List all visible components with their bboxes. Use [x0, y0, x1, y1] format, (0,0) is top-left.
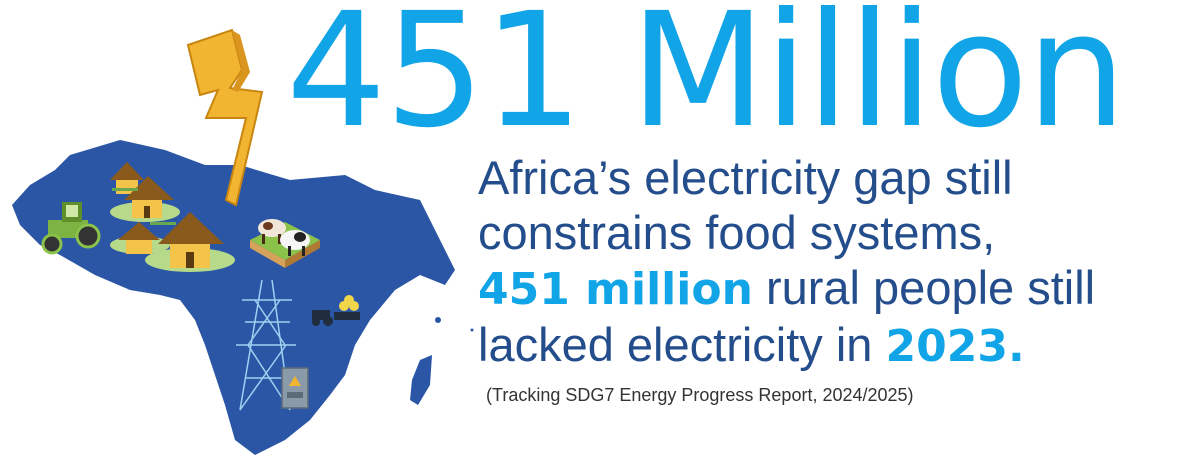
body-line-3: 451 million rural people still: [478, 260, 1095, 317]
body-line-4-prefix: lacked electricity in: [478, 318, 886, 371]
africa-illustration: [12, 28, 474, 455]
highlight-year: 2023.: [885, 321, 1025, 372]
body-line-2: constrains food systems,: [478, 206, 996, 259]
headline-number: 451 Million: [286, 0, 1127, 163]
body-line-1: Africa’s electricity gap still: [478, 151, 1013, 204]
body-line-4: lacked electricity in 2023.: [478, 317, 1095, 374]
highlight-451-million: 451 million: [478, 264, 753, 315]
cows-icon: [250, 219, 320, 268]
source-citation: (Tracking SDG7 Energy Progress Report, 2…: [486, 385, 914, 405]
body-line-3-rest: rural people still: [752, 261, 1096, 314]
tractor-hay-icon: [312, 295, 360, 326]
electric-meter-icon: [281, 367, 309, 409]
body-text: Africa’s electricity gap still constrain…: [478, 150, 1095, 374]
tractor-icon: [41, 202, 101, 255]
lightning-bolt-icon: [186, 28, 264, 207]
hut-village-icon: [110, 162, 235, 272]
madagascar-icon: [410, 355, 432, 405]
